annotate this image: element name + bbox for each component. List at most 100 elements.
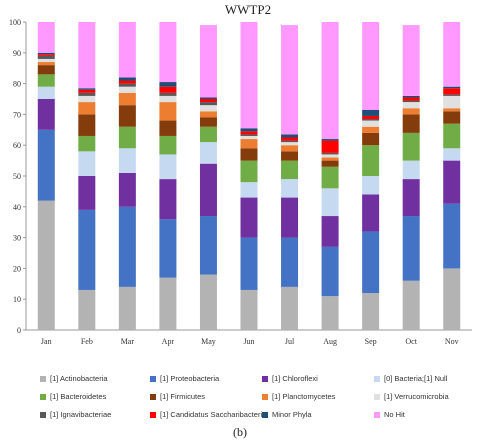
legend-item: [1] Candidatus Saccharibacteria bbox=[150, 410, 266, 419]
bar-segment bbox=[240, 182, 258, 198]
bar-segment bbox=[443, 95, 461, 109]
bar-segment bbox=[240, 289, 258, 330]
bar-segment bbox=[118, 77, 136, 81]
x-tick-label: Jan bbox=[41, 337, 52, 346]
bar-segment bbox=[402, 97, 420, 101]
bar-segment bbox=[159, 277, 177, 330]
legend-label: [1] Bacteroidetes bbox=[50, 392, 107, 401]
bar-segment bbox=[159, 135, 177, 155]
bar-segment bbox=[240, 22, 258, 129]
y-axis: 0 10 20 30 40 50 60 70 80 90 100 bbox=[9, 18, 27, 335]
bar-segment bbox=[362, 145, 380, 176]
bar-segment bbox=[281, 237, 299, 287]
bar-segment bbox=[281, 286, 299, 330]
bar-segment bbox=[443, 108, 461, 112]
y-tick-label: 60 bbox=[13, 141, 21, 150]
bar-segment bbox=[118, 172, 136, 207]
bar-segment bbox=[362, 22, 380, 110]
bar-segment bbox=[37, 65, 55, 75]
legend-swatch bbox=[40, 393, 46, 400]
bar-segment bbox=[321, 188, 339, 217]
legend-item: Minor Phyla bbox=[262, 410, 312, 419]
bar-segment bbox=[37, 129, 55, 201]
legend-label: [1] Firmicutes bbox=[160, 392, 206, 401]
bar-segment bbox=[78, 151, 96, 176]
bar-segment bbox=[362, 120, 380, 127]
legend-label: [1] Verrucomicrobia bbox=[384, 392, 449, 401]
bar-segment bbox=[443, 160, 461, 204]
legend-item: [1] Chloroflexi bbox=[262, 374, 318, 383]
legend-swatch bbox=[374, 375, 380, 382]
legend-label: [1] Actinobacteria bbox=[50, 374, 108, 383]
bar-segment bbox=[402, 179, 420, 217]
legend-label: [1] Proteobacteria bbox=[160, 374, 220, 383]
bar-segment bbox=[362, 194, 380, 232]
legend-item: No Hit bbox=[374, 410, 405, 419]
bar-segment bbox=[78, 88, 96, 90]
bar-segment bbox=[37, 55, 55, 59]
bar-segment bbox=[321, 246, 339, 297]
bar-segment bbox=[321, 139, 339, 141]
bar-segment bbox=[321, 160, 339, 167]
x-tick-label: Sep bbox=[365, 337, 377, 346]
bar-segment bbox=[321, 154, 339, 158]
bar-segment bbox=[159, 154, 177, 180]
x-tick-label: Jul bbox=[285, 337, 295, 346]
bar-segment bbox=[159, 102, 177, 121]
chart-title: WWTP2 bbox=[225, 2, 271, 17]
bar-segment bbox=[402, 114, 420, 133]
bar-segment bbox=[402, 216, 420, 281]
legend-label: No Hit bbox=[384, 410, 405, 419]
bar-segment bbox=[78, 135, 96, 152]
bar-segment bbox=[199, 97, 217, 99]
bar-segment bbox=[159, 120, 177, 136]
bar-segment bbox=[199, 216, 217, 275]
legend-label: [1] Planctomycetes bbox=[272, 392, 336, 401]
bar-segment bbox=[240, 135, 258, 140]
bar-segment bbox=[362, 126, 380, 133]
bar-segment bbox=[362, 109, 380, 116]
bar-segment bbox=[362, 231, 380, 294]
bar-segment bbox=[37, 200, 55, 330]
legend-swatch bbox=[150, 411, 156, 418]
bar-segment bbox=[118, 80, 136, 84]
legend-item: [1] Firmicutes bbox=[150, 392, 205, 401]
legend-label: [0] Bacteria;[1] Null bbox=[384, 374, 448, 383]
bar-segment bbox=[443, 203, 461, 269]
x-axis: Jan Feb Mar Apr May Jun Jul Aug Sep Oct Nov bbox=[26, 329, 472, 346]
bar-segment bbox=[78, 114, 96, 136]
bar-segment bbox=[321, 216, 339, 247]
bar-segment bbox=[118, 148, 136, 173]
bar-segment bbox=[321, 166, 339, 189]
bar-segment bbox=[78, 102, 96, 115]
bar-segment bbox=[37, 54, 55, 56]
bar-segment bbox=[362, 176, 380, 195]
bar-segment bbox=[199, 142, 217, 164]
x-tick-label: May bbox=[201, 337, 216, 346]
bar-segment bbox=[159, 179, 177, 220]
bar-segment bbox=[118, 126, 136, 149]
bar-segment bbox=[240, 134, 258, 136]
x-tick-label: Jun bbox=[243, 337, 254, 346]
bar-segment bbox=[118, 92, 136, 106]
bar-segment bbox=[240, 148, 258, 161]
bar-segment bbox=[321, 157, 339, 161]
legend-label: [1] Ignavibacteriae bbox=[50, 410, 112, 419]
bar-segment bbox=[199, 102, 217, 106]
bar-segment bbox=[159, 82, 177, 87]
bar-segment bbox=[199, 111, 217, 118]
bar-segment bbox=[159, 22, 177, 83]
bar-segment bbox=[118, 105, 136, 127]
bar-segment bbox=[159, 95, 177, 103]
legend-item: [1] Ignavibacteriae bbox=[40, 410, 111, 419]
legend-swatch bbox=[40, 375, 46, 382]
bar-segment bbox=[78, 22, 96, 89]
bar-segment bbox=[199, 274, 217, 330]
bar-segment bbox=[199, 163, 217, 217]
bar-segment bbox=[240, 139, 258, 149]
bar-segment bbox=[321, 152, 339, 155]
y-tick-label: 40 bbox=[13, 203, 21, 212]
bar-segment bbox=[402, 280, 420, 330]
legend-item: [1] Proteobacteria bbox=[150, 374, 219, 383]
bar-segment bbox=[321, 22, 339, 140]
